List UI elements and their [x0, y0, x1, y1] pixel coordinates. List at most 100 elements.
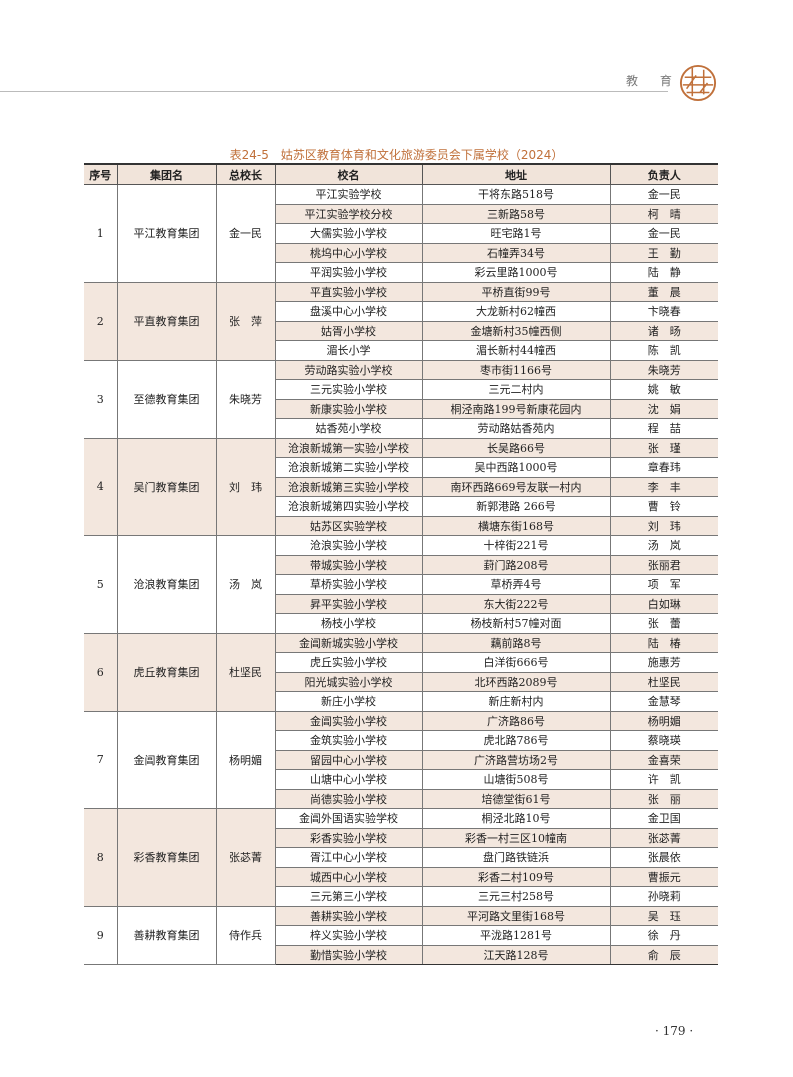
- table-row: 平润实验小学校 彩云里路1000号陆 静: [84, 262, 718, 283]
- school-address: 劳动路姑香苑内: [421, 418, 611, 439]
- group-principal: 朱晓芳: [215, 359, 276, 439]
- school-name: 湄长小学: [274, 340, 423, 361]
- school-head: 张 瑾: [609, 437, 718, 458]
- school-head: 金卫国: [609, 808, 718, 829]
- school-name: 带城实验小学校: [274, 554, 423, 575]
- school-name: 沧浪新城第三实验小学校: [274, 476, 423, 497]
- school-address: 三新路58号: [421, 203, 611, 224]
- school-address: 横塘东街168号: [421, 515, 611, 536]
- school-address: 山塘街508号: [421, 769, 611, 790]
- group-principal: 刘 玮: [215, 437, 276, 536]
- school-name: 沧浪新城第四实验小学校: [274, 496, 423, 517]
- school-name: 劳动路实验小学校: [274, 359, 423, 380]
- school-name: 平直实验小学校: [274, 281, 423, 302]
- table-row: 7 金阊教育集团 杨明媚 金阊实验小学校 广济路86号 杨明媚: [84, 710, 718, 809]
- group-number: 1: [84, 184, 118, 283]
- group-principal: 张 萍: [215, 281, 276, 361]
- table-row: 5 沧浪教育集团汤 岚沧浪实验小学校 十梓街221号汤 岚: [84, 535, 718, 634]
- page-number: · 179 ·: [655, 1024, 694, 1038]
- school-name: 勤惜实验小学校: [274, 944, 423, 965]
- school-head: 金慧琴: [609, 691, 718, 712]
- group-name: 吴门教育集团: [116, 437, 217, 536]
- school-head: 陈 凯: [609, 340, 718, 361]
- school-name: 草桥实验小学校: [274, 574, 423, 595]
- table-row: 沧浪新城第二实验小学校 吴中西路1000号 章春玮: [84, 457, 718, 478]
- school-name: 姑胥小学校: [274, 320, 423, 341]
- school-name: 彩香实验小学校: [274, 827, 423, 848]
- group-name: 平江教育集团: [116, 184, 217, 283]
- group-number: 5: [84, 535, 118, 634]
- group-principal: 张苾菁: [215, 808, 276, 907]
- table-header-row: 序号 集团名 总校长 校名 地址 负责人: [84, 163, 718, 185]
- column-header: 校名: [274, 163, 423, 185]
- school-address: 吴中西路1000号: [421, 457, 611, 478]
- school-address: 培德堂街61号: [421, 788, 611, 809]
- group-name: 彩香教育集团: [116, 808, 217, 907]
- school-head: 金一民: [609, 223, 718, 244]
- school-name: 桃坞中心小学校: [274, 242, 423, 263]
- school-address: 盘门路铁链浜: [421, 847, 611, 868]
- school-head: 张 丽: [609, 788, 718, 809]
- school-head: 陆 静: [609, 262, 718, 283]
- school-name: 平润实验小学校: [274, 262, 423, 283]
- school-address: 三元三村258号: [421, 886, 611, 907]
- group-name: 至德教育集团: [116, 359, 217, 439]
- school-address: 虎北路786号: [421, 730, 611, 751]
- section-seal-icon: [679, 64, 717, 102]
- school-address: 草桥弄4号: [421, 574, 611, 595]
- school-head: 杜坚民: [609, 671, 718, 692]
- school-head: 柯 晴: [609, 203, 718, 224]
- school-head: 徐 丹: [609, 925, 718, 946]
- school-head: 李 丰: [609, 476, 718, 497]
- school-head: 项 军: [609, 574, 718, 595]
- school-head: 施惠芳: [609, 652, 718, 673]
- school-address: 彩香一村三区10幢南: [421, 827, 611, 848]
- school-address: 彩云里路1000号: [421, 262, 611, 283]
- school-address: 大龙新村62幢西: [421, 301, 611, 322]
- school-address: 平泷路1281号: [421, 925, 611, 946]
- school-name: 新康实验小学校: [274, 398, 423, 419]
- group-principal: 金一民: [215, 184, 276, 283]
- table-row: 留园中心小学校 广济路营坊场2号 金喜荣: [84, 749, 718, 770]
- school-name: 尚德实验小学校: [274, 788, 423, 809]
- school-name: 沧浪新城第二实验小学校: [274, 457, 423, 478]
- table-row: 3 至德教育集团 朱晓芳 劳动路实验小学校 枣市街1166号 朱晓芳: [84, 359, 718, 439]
- schools-table: 序号 集团名 总校长 校名 地址 负责人 1 平江教育集团 金一民 平江实验学校 干将东…: [84, 163, 718, 965]
- group-number: 2: [84, 281, 118, 361]
- school-address: 平桥直街99号: [421, 281, 611, 302]
- table-row: 杨枝小学校 杨枝新村57幢对面张 蕾: [84, 613, 718, 634]
- table-row: 阳光城实验小学校 北环西路2089号 杜坚民: [84, 671, 718, 692]
- school-address: 新庄新村内: [421, 691, 611, 712]
- school-head: 金喜荣: [609, 749, 718, 770]
- school-address: 长吴路66号: [421, 437, 611, 458]
- school-head: 张苾菁: [609, 827, 718, 848]
- school-address: 杨枝新村57幢对面: [421, 613, 611, 634]
- group-name: 虎丘教育集团: [116, 632, 217, 712]
- table-row: 三元实验小学校 三元二村内姚 敏: [84, 379, 718, 400]
- school-head: 程 喆: [609, 418, 718, 439]
- table-row: 大儒实验小学校 旺宅路1号 金一民: [84, 223, 718, 244]
- school-head: 杨明媚: [609, 710, 718, 731]
- school-head: 章春玮: [609, 457, 718, 478]
- table-row: 姑苏区实验学校 横塘东街168号刘 玮: [84, 515, 718, 536]
- table-row: 新康实验小学校 桐泾南路199号新康花园内沈 娟: [84, 398, 718, 419]
- school-head: 俞 辰: [609, 944, 718, 965]
- school-address: 广济路86号: [421, 710, 611, 731]
- school-head: 蔡晓瑛: [609, 730, 718, 751]
- school-head: 金一民: [609, 184, 718, 205]
- school-head: 张 蕾: [609, 613, 718, 634]
- school-name: 姑苏区实验学校: [274, 515, 423, 536]
- school-name: 盘溪中心小学校: [274, 301, 423, 322]
- school-head: 白如琳: [609, 593, 718, 614]
- table-row: 梓义实验小学校 平泷路1281号徐 丹: [84, 925, 718, 946]
- table-row: 彩香实验小学校 彩香一村三区10幢南 张苾菁: [84, 827, 718, 848]
- table-row: 4 吴门教育集团刘 玮沧浪新城第一实验小学校 长吴路66号张 瑾: [84, 437, 718, 536]
- school-address: 东大街222号: [421, 593, 611, 614]
- school-name: 平江实验学校分校: [274, 203, 423, 224]
- table-row: 新庄小学校 新庄新村内 金慧琴: [84, 691, 718, 712]
- table-row: 湄长小学 湄长新村44幢西陈 凯: [84, 340, 718, 361]
- school-head: 曹振元: [609, 866, 718, 887]
- school-address: 十梓街221号: [421, 535, 611, 556]
- school-name: 胥江中心小学校: [274, 847, 423, 868]
- group-number: 8: [84, 808, 118, 907]
